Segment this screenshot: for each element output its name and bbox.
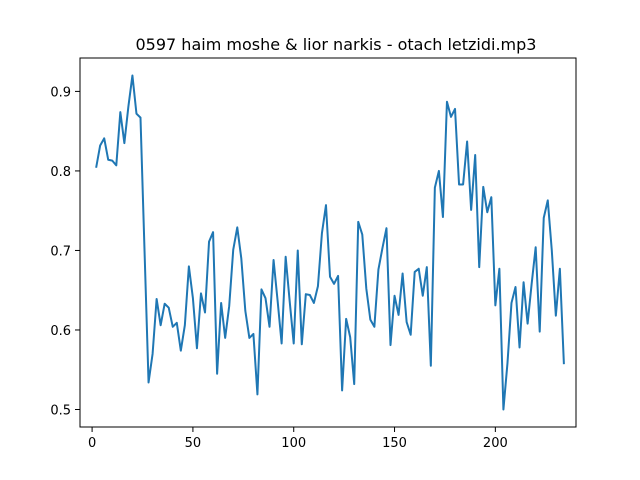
y-tick-label: 0.9 bbox=[50, 85, 71, 100]
y-tick-label: 0.7 bbox=[50, 244, 71, 259]
y-axis: 0.5 0.6 0.7 0.8 0.9 bbox=[50, 85, 80, 419]
x-tick-label: 0 bbox=[88, 436, 96, 451]
chart-title: 0597 haim moshe & lior narkis - otach le… bbox=[136, 35, 537, 54]
y-tick-label: 0.5 bbox=[50, 404, 71, 419]
y-tick-label: 0.8 bbox=[50, 165, 71, 180]
x-axis: 0 50 100 150 200 bbox=[88, 427, 508, 451]
series-line-1 bbox=[95, 74, 565, 411]
x-tick-label: 50 bbox=[185, 436, 202, 451]
x-tick-label: 200 bbox=[483, 436, 508, 451]
x-tick-label: 100 bbox=[281, 436, 306, 451]
x-tick-label: 150 bbox=[382, 436, 407, 451]
y-tick-label: 0.6 bbox=[50, 324, 71, 339]
axes-frame bbox=[79, 57, 577, 428]
plot-area bbox=[95, 74, 565, 411]
